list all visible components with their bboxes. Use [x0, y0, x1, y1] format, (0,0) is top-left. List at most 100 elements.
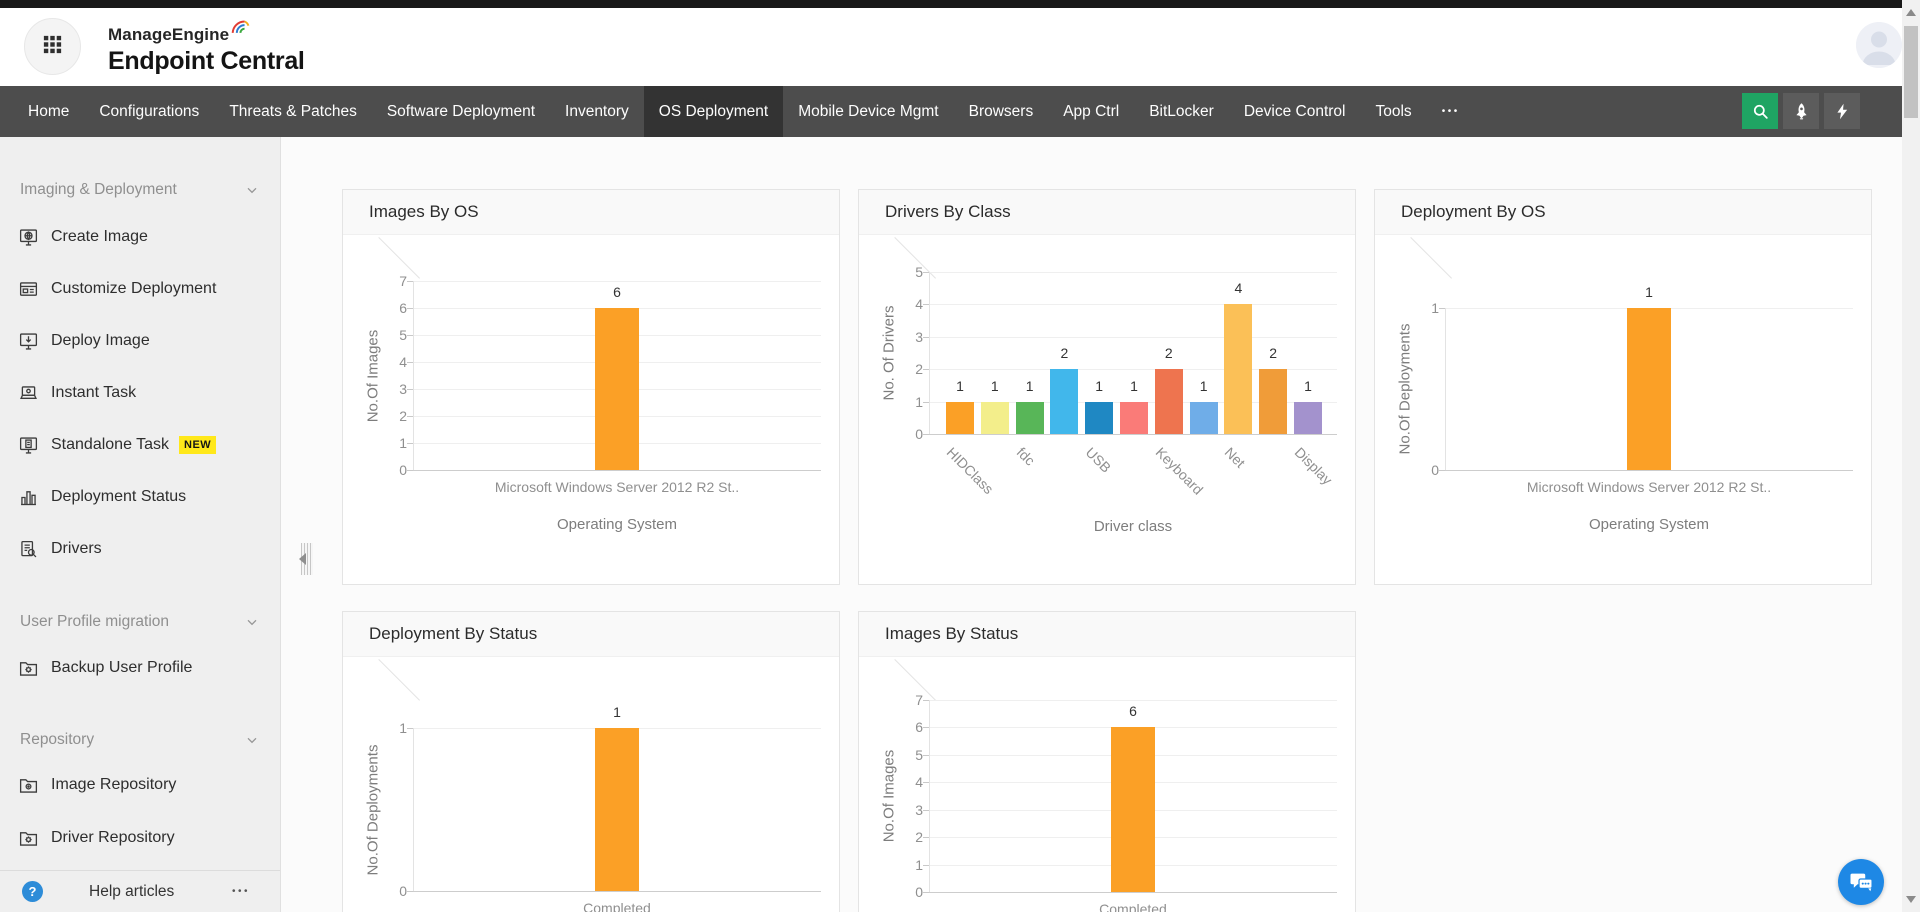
- chart-corner-artifact-line: [1410, 237, 1453, 279]
- y-axis-line: [413, 281, 414, 470]
- gridline: [929, 336, 1337, 338]
- y-tick-label: 2: [399, 408, 407, 424]
- help-articles-link[interactable]: Help articles: [89, 882, 175, 900]
- nav-item-more[interactable]: •••: [1441, 106, 1460, 117]
- bar-Microsoft Windows Server 2012 R2 St..[interactable]: [1627, 308, 1671, 470]
- app-grid-button[interactable]: [24, 18, 81, 75]
- sidebar-section-repository[interactable]: Repository: [20, 720, 260, 760]
- nav-item-mobile-device-mgmt[interactable]: Mobile Device Mgmt: [798, 102, 939, 120]
- sidebar-item-standalone-task[interactable]: Standalone Task NEW: [0, 425, 280, 465]
- scroll-up-arrow-icon[interactable]: [1906, 9, 1916, 16]
- y-tick-mark: [407, 891, 413, 892]
- bar-value-label: 6: [613, 284, 621, 300]
- search-button[interactable]: [1742, 93, 1778, 129]
- sidebar-footer: ? Help articles •••: [0, 870, 280, 912]
- chevron-down-icon: [247, 737, 257, 744]
- sidebar-item-image-repository[interactable]: Image Repository: [0, 765, 280, 805]
- sidebar-item-instant-task[interactable]: Instant Task: [0, 373, 280, 413]
- y-axis-title: No.Of Deployments: [364, 744, 382, 875]
- y-tick-label: 0: [915, 426, 923, 442]
- y-tick-label: 4: [399, 354, 407, 370]
- bar-Microsoft Windows Server 2012 R2 St..[interactable]: [595, 308, 639, 470]
- nav-item-tools[interactable]: Tools: [1375, 102, 1412, 120]
- vertical-scrollbar[interactable]: [1902, 0, 1920, 912]
- quick-actions-button[interactable]: [1824, 93, 1860, 129]
- sidebar-item-create-image[interactable]: Create Image: [0, 217, 280, 257]
- manageengine-swoosh-icon: [230, 19, 250, 39]
- gridline: [929, 304, 1337, 306]
- rocket-icon: [1795, 102, 1807, 119]
- avatar-silhouette-icon: [1856, 22, 1902, 68]
- nav-item-software-deployment[interactable]: Software Deployment: [386, 102, 536, 120]
- nav-item-configurations[interactable]: Configurations: [99, 102, 200, 120]
- scrollbar-thumb[interactable]: [1904, 26, 1918, 118]
- nav-item-threats-patches[interactable]: Threats & Patches: [229, 102, 357, 120]
- bar-Keyboard[interactable]: [1154, 369, 1183, 434]
- nav-item-browsers[interactable]: Browsers: [968, 102, 1034, 120]
- nav-item-os-deployment[interactable]: OS Deployment: [643, 86, 784, 137]
- sidebar: Imaging & Deployment Create Image Custom…: [0, 137, 281, 912]
- bar-Net[interactable]: [1224, 304, 1253, 434]
- bar-value-label: 1: [613, 704, 621, 720]
- nav-item-inventory[interactable]: Inventory: [565, 102, 629, 120]
- bar-Completed[interactable]: [595, 728, 639, 891]
- y-tick-label: 1: [915, 393, 923, 410]
- card-title: Images By OS: [343, 190, 839, 235]
- scroll-down-arrow-icon[interactable]: [1906, 896, 1916, 903]
- sidebar-item-label: Standalone Task: [51, 436, 170, 453]
- x-tick-label: Display: [1291, 444, 1336, 488]
- bar-series-3[interactable]: [1050, 369, 1079, 434]
- x-tick-label: Net: [1222, 444, 1249, 471]
- card-title: Images By Status: [859, 612, 1355, 657]
- bar-HIDClass[interactable]: [946, 401, 974, 434]
- x-tick-label: HIDClass: [943, 444, 997, 498]
- y-tick-mark: [923, 336, 929, 338]
- sidebar-item-drivers[interactable]: Drivers: [0, 529, 280, 569]
- folder-gear-icon: [19, 661, 38, 676]
- sidebar-section-user-profile-migration[interactable]: User Profile migration: [20, 602, 260, 642]
- card-title: Deployment By Status: [343, 612, 839, 657]
- chat-launcher-button[interactable]: [1838, 859, 1884, 905]
- sidebar-item-customize-deployment[interactable]: Customize Deployment: [0, 269, 280, 309]
- nav-item-bitlocker[interactable]: BitLocker: [1149, 102, 1214, 120]
- bar-value-label: 1: [1199, 377, 1208, 394]
- sidebar-item-label: Image Repository: [51, 776, 177, 793]
- bar-Display[interactable]: [1294, 401, 1322, 434]
- x-tick-label: Completed: [1099, 901, 1167, 912]
- x-axis-line: [929, 434, 1337, 435]
- bar-series-7[interactable]: [1189, 401, 1218, 434]
- sidebar-item-label: Backup User Profile: [51, 659, 193, 676]
- sidebar-item-deploy-image[interactable]: Deploy Image: [0, 321, 280, 361]
- y-tick-mark: [407, 470, 413, 471]
- sidebar-item-backup-user-profile[interactable]: Backup User Profile: [0, 648, 280, 688]
- bar-series-1[interactable]: [980, 401, 1009, 434]
- x-axis-title: Operating System: [556, 516, 678, 533]
- bar-series-9[interactable]: [1259, 369, 1288, 434]
- footer-more-button[interactable]: •••: [231, 886, 250, 897]
- bar-fdc[interactable]: [1015, 401, 1044, 434]
- section-title: Repository: [20, 731, 95, 748]
- y-axis-line: [929, 700, 930, 892]
- nav-item-home[interactable]: Home: [28, 102, 70, 120]
- sidebar-collapse-handle[interactable]: [299, 543, 313, 575]
- chart-card-drivers-by-class: Drivers By Class No. Of Drivers 0 1 2 3 4 5 1 HI…: [858, 189, 1356, 585]
- x-tick-label: Microsoft Windows Server 2012 R2 St..: [494, 479, 740, 495]
- bar-series-5[interactable]: [1120, 401, 1148, 434]
- y-tick-mark: [1439, 308, 1445, 309]
- nav-item-app-ctrl[interactable]: App Ctrl: [1063, 102, 1120, 120]
- user-avatar[interactable]: [1856, 22, 1902, 68]
- whats-new-button[interactable]: [1783, 93, 1819, 129]
- waffle-icon: [41, 33, 64, 61]
- bar-chart-icon: [21, 490, 36, 505]
- main-nav: Home Configurations Threats & Patches So…: [0, 86, 1902, 137]
- bar-value-label: 6: [1129, 703, 1137, 720]
- nav-item-device-control[interactable]: Device Control: [1243, 102, 1346, 120]
- bar-Completed[interactable]: [1111, 727, 1155, 892]
- bar-USB[interactable]: [1085, 401, 1114, 434]
- chart-plot-area: No.Of Images 0 1 2 3 4 5 6 7 6 Microsoft Windows S…: [343, 190, 839, 584]
- y-axis-line: [1445, 308, 1446, 470]
- sidebar-item-deployment-status[interactable]: Deployment Status: [0, 477, 280, 517]
- sidebar-item-driver-repository[interactable]: Driver Repository: [0, 818, 280, 858]
- sidebar-section-imaging-deployment[interactable]: Imaging & Deployment: [20, 170, 260, 210]
